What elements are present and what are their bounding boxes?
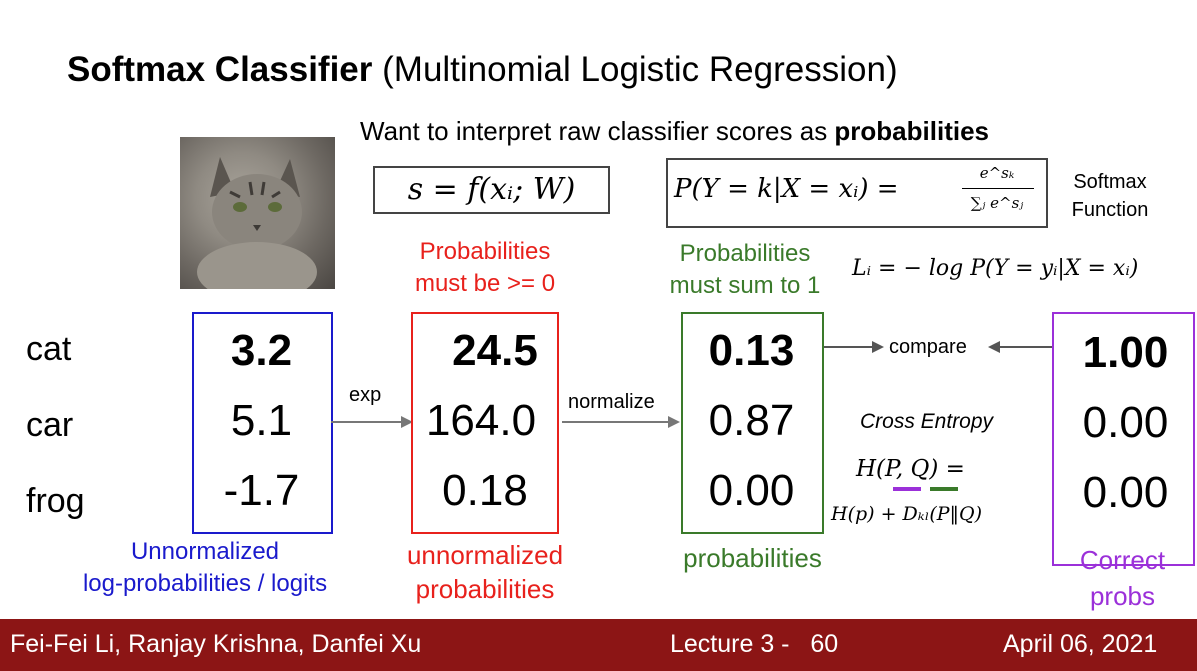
score-formula-box: s = f(xᵢ; W) [373,166,610,214]
correct-label-line2: probs [1089,581,1156,611]
unnormalized-box [411,312,559,534]
p-underline [893,487,921,491]
subtitle-prefix: Want to interpret raw classifier scores … [360,116,835,146]
unnormalized-label-line1: unnormalized [406,540,564,570]
softmax-label-line1: Softmax [1073,171,1147,193]
logit-frog: -1.7 [223,466,300,515]
sum-note: Probabilities must sum to 1 [650,238,840,302]
correct-probs-box [1052,312,1195,566]
exp-arrow-label: exp [349,384,382,406]
sum-note-line1: Probabilities [679,240,811,267]
slide-title: Softmax Classifier (Multinomial Logistic… [67,50,898,90]
probabilities-box [681,312,824,534]
nonneg-note: Probabilities must be >= 0 [390,236,580,300]
cross-entropy-label: Cross Entropy [860,410,994,433]
cat-image [180,137,335,302]
row-label-cat: cat [26,330,72,368]
softmax-function-label: Softmax Function [1060,168,1160,224]
prob-car: 0.87 [708,396,795,445]
correct-probs-label: Correct probs [1052,542,1193,614]
correct-frog: 0.00 [1082,468,1169,517]
prob-frog: 0.00 [708,466,795,515]
prob-cat: 0.13 [708,326,795,375]
correct-cat: 1.00 [1082,328,1169,377]
unnormalized-label: unnormalized probabilities [370,538,600,606]
softmax-numerator: e^sₖ [979,164,1015,182]
logits-label: Unnormalized log-probabilities / logits [60,536,350,600]
exp-arrow [331,416,413,428]
cross-entropy-line2: H(p) + Dₖₗ(P‖Q) [831,503,983,525]
footer-authors: Fei-Fei Li, Ranjay Krishna, Danfei Xu [10,630,422,658]
cat-illustration [197,157,317,302]
softmax-lhs: P(Y = k|X = xᵢ) = [674,174,899,204]
subtitle-bold: probabilities [834,116,989,146]
unnorm-cat: 24.5 [452,326,538,375]
probabilities-label: probabilities [683,543,822,573]
softmax-formula-box: P(Y = k|X = xᵢ) = e^sₖ ∑ⱼ e^sⱼ [666,158,1048,228]
nonneg-note-line2: must be >= 0 [414,270,556,297]
q-underline [930,487,958,491]
footer-bar: Fei-Fei Li, Ranjay Krishna, Danfei Xu Le… [0,619,1197,671]
score-formula: s = f(xᵢ; W) [407,172,576,207]
logits-label-line2: log-probabilities / logits [82,570,328,597]
normalize-arrow [562,416,680,428]
unnorm-car: 164.0 [425,396,537,445]
row-label-frog: frog [26,482,85,520]
sum-note-line2: must sum to 1 [669,272,821,299]
correct-label-line1: Correct [1079,545,1166,575]
compare-label: compare [889,336,967,358]
nonneg-note-line1: Probabilities [419,238,551,265]
logit-cat: 3.2 [230,326,293,375]
correct-car: 0.00 [1082,398,1169,447]
compare-arrow-right [988,341,1054,353]
footer-lecture: Lecture 3 - 60 [670,630,839,658]
row-label-car: car [26,406,74,444]
slide-title-bold: Softmax Classifier [67,50,373,89]
softmax-fraction-bar [962,188,1034,189]
cross-entropy-line1: H(P, Q) = [856,456,965,482]
slide-subtitle: Want to interpret raw classifier scores … [360,116,989,147]
footer-date: April 06, 2021 [1003,630,1158,658]
softmax-label-line2: Function [1071,199,1149,221]
compare-arrow-left [824,341,884,353]
unnormalized-label-line2: probabilities [415,574,555,604]
softmax-denominator: ∑ⱼ e^sⱼ [970,194,1024,212]
slide-title-rest: (Multinomial Logistic Regression) [372,50,898,89]
logits-label-line1: Unnormalized [130,538,280,565]
loss-formula: Lᵢ = − log P(Y = yᵢ|X = xᵢ) [852,256,1139,281]
unnorm-frog: 0.18 [442,466,528,515]
logit-car: 5.1 [230,396,293,445]
normalize-arrow-label: normalize [568,391,655,413]
